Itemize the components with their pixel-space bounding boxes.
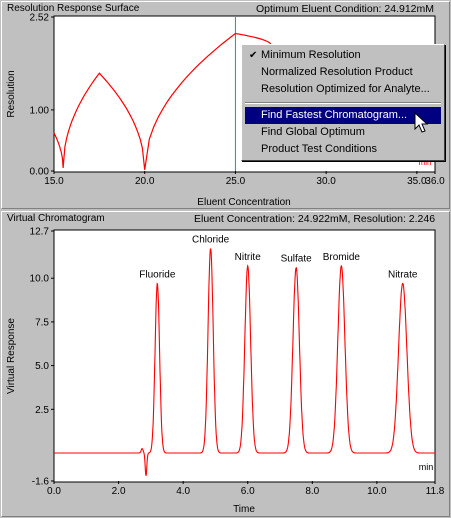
peak-label: Chloride (192, 234, 230, 245)
peak-label: Bromide (323, 252, 361, 263)
x-tick-label: 4.0 (176, 486, 190, 497)
x-tick-label: 10.0 (367, 486, 387, 497)
x-tick-label: 0.0 (47, 486, 61, 497)
peak-label: Sulfate (281, 254, 313, 265)
virtual-chromatogram-panel: Virtual Chromatogram Eluent Concentratio… (1, 211, 450, 517)
chromatogram-panel-title: Virtual Chromatogram (7, 213, 105, 224)
x-tick-label: 25.0 (226, 176, 246, 187)
context-menu: ✔ Minimum Resolution Normalized Resoluti… (241, 44, 445, 161)
chromatogram-trace (54, 248, 435, 476)
y-tick-label: -1.6 (32, 477, 50, 488)
y-tick-label: 1.00 (30, 105, 50, 116)
peak-label: Nitrate (388, 269, 418, 280)
menu-item-product-test-conditions[interactable]: Product Test Conditions (261, 143, 377, 155)
x-tick-label: 30.0 (316, 176, 336, 187)
mouse-pointer-icon (414, 112, 429, 133)
y-tick-label: 10.0 (30, 274, 50, 285)
x-tick-label: 2.0 (112, 486, 126, 497)
marker-min-label: min (419, 158, 432, 167)
menu-separator (245, 102, 441, 104)
y-tick-label: 2.5 (35, 405, 49, 416)
menu-item-normalized-resolution-product[interactable]: Normalized Resolution Product (261, 66, 413, 78)
y-tick-label: 2.52 (30, 13, 50, 24)
x-tick-label: 35.0 (407, 176, 427, 187)
peak-label: Nitrite (235, 252, 262, 263)
resolution-curve (53, 32, 273, 170)
chromatogram-readout: Eluent Concentration: 24.922mM, Resoluti… (194, 213, 436, 225)
menu-item-resolution-optimized-for-analyte[interactable]: Resolution Optimized for Analyte... (261, 83, 430, 95)
resolution-y-axis-label: Resolution (6, 70, 17, 117)
chromatogram-x-axis-label: Time (233, 504, 255, 515)
resolution-x-axis-label: Eluent Concentration (197, 197, 290, 208)
x-tick-label: 20.0 (135, 176, 155, 187)
x-tick-label: 11.8 (426, 486, 445, 497)
y-tick-label: 5.0 (35, 361, 49, 372)
y-tick-label: 0.00 (30, 167, 50, 178)
chromatogram-y-axis-label: Virtual Response (6, 318, 17, 394)
optimum-condition-readout: Optimum Eluent Condition: 24.912mM (256, 3, 435, 15)
resolution-panel-title: Resolution Response Surface (7, 3, 140, 14)
menu-item-find-global-optimum[interactable]: Find Global Optimum (261, 126, 365, 138)
y-tick-label: 12.7 (30, 227, 50, 238)
menu-item-find-fastest-chromatogram[interactable]: Find Fastest Chromatogram... (245, 107, 441, 124)
peak-label: Fluoride (139, 269, 176, 280)
x-tick-label: 15.0 (44, 176, 64, 187)
x-tick-label: 8.0 (305, 486, 319, 497)
time-unit-label: min (419, 462, 434, 472)
x-tick-label: 6.0 (241, 486, 255, 497)
x-tick-label: 36.0 (425, 176, 445, 187)
checkmark-icon: ✔ (249, 50, 258, 61)
chromatogram-chart[interactable]: 12.7 10.0 7.5 5.0 2.5 -1.6 0.0 2.0 4.0 6.0 8.0 10.… (2, 212, 449, 516)
menu-item-minimum-resolution[interactable]: ✔ Minimum Resolution (245, 47, 441, 64)
y-tick-label: 7.5 (35, 317, 49, 328)
